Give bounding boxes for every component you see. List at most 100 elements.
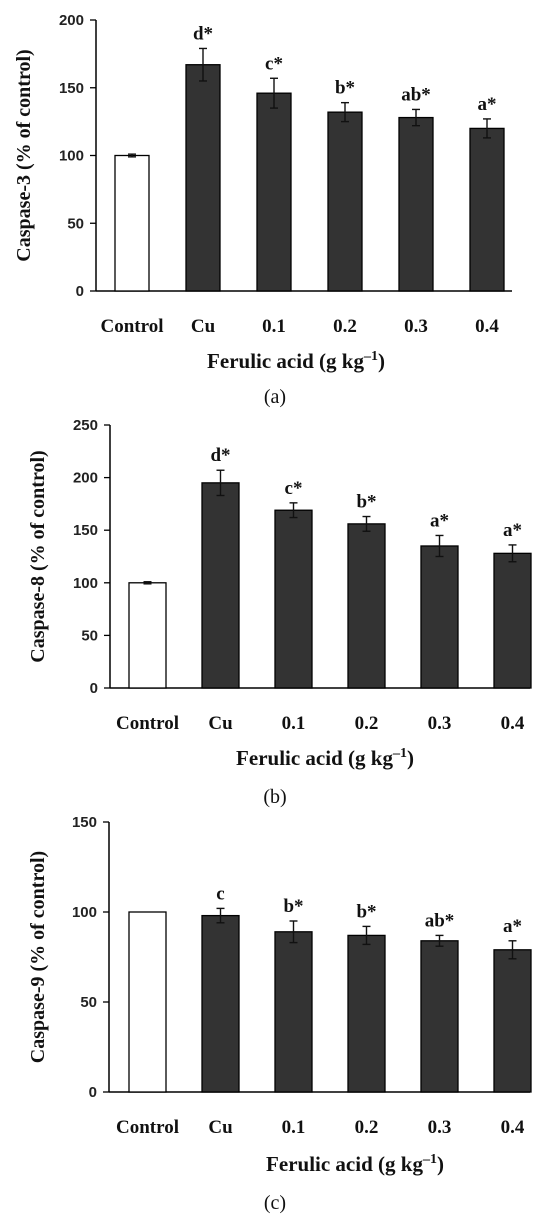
x-tick-label: Control: [116, 713, 179, 734]
significance-label: b*: [356, 901, 376, 922]
x-tick-label: 0.4: [475, 316, 499, 337]
bar-cu: [201, 482, 240, 689]
x-tick-label: 0.3: [404, 316, 428, 337]
x-tick-label: 0.1: [262, 316, 286, 337]
significance-label: a*: [478, 94, 497, 115]
error-bar: [216, 469, 225, 497]
x-axis-title-main: Ferulic acid (g kg: [266, 1152, 423, 1176]
x-tick-label: 0.1: [282, 713, 306, 734]
y-tick-label: 0: [90, 680, 98, 697]
x-axis-title-main: Ferulic acid (g kg: [207, 349, 364, 373]
error-bar: [362, 925, 371, 946]
bar-cu: [201, 914, 240, 1093]
x-axis-title-end: ): [437, 1152, 444, 1176]
significance-label: a*: [503, 520, 522, 541]
y-tick-label: 50: [80, 994, 97, 1011]
panel-label: (b): [263, 786, 286, 808]
panel-label: (a): [264, 386, 286, 408]
bar-cu: [185, 64, 221, 292]
significance-label: ab*: [425, 910, 455, 931]
y-tick-label: 100: [73, 575, 98, 592]
chart-panel-1: 0 50 100 150 200 Control d* Cu c* 0.1 b* 0.2 ab* 0.3 a…: [13, 12, 512, 408]
bar-control: [128, 911, 167, 1093]
y-tick-label: 100: [72, 904, 97, 921]
x-tick-label: 0.3: [428, 713, 452, 734]
bar-control: [128, 582, 167, 689]
bar-0-3: [398, 116, 434, 292]
error-bar: [289, 920, 298, 944]
significance-label: d*: [193, 23, 213, 44]
bar-0-2: [347, 523, 386, 689]
x-axis-title-superscript: –1: [422, 1152, 437, 1167]
y-axis-title: Caspase-3 (% of control): [13, 49, 35, 261]
x-tick-label: 0.2: [355, 1117, 379, 1138]
y-tick-label: 150: [72, 814, 97, 831]
x-axis-title-main: Ferulic acid (g kg: [236, 746, 393, 770]
error-bar: [435, 934, 444, 947]
error-bar: [143, 581, 152, 585]
bar-0-1: [256, 92, 292, 292]
bar-0-3: [420, 545, 459, 689]
error-bar: [508, 544, 517, 563]
chart-panel-3: 0 50 100 150 Control c Cu b* 0.1 b* 0.2 ab* 0.3 a* 0.4…: [27, 814, 532, 1214]
error-bar: [341, 101, 349, 123]
x-axis-title: Ferulic acid (g kg–1): [266, 1152, 444, 1176]
y-axis-title: Caspase-9 (% of control): [27, 851, 49, 1063]
y-tick-label: 50: [81, 627, 98, 644]
error-bar: [508, 940, 517, 960]
bar-0-1: [274, 509, 313, 689]
y-tick-label: 50: [67, 215, 84, 232]
x-tick-label: 0.2: [333, 316, 357, 337]
bar-0-1: [274, 931, 313, 1093]
y-tick-label: 150: [59, 80, 84, 97]
x-axis-title-superscript: –1: [392, 746, 407, 761]
significance-label: a*: [430, 510, 449, 531]
x-tick-label: Control: [116, 1117, 179, 1138]
error-bar: [199, 47, 207, 82]
x-axis-title: Ferulic acid (g kg–1): [207, 349, 385, 373]
x-axis-title-superscript: –1: [363, 349, 378, 364]
significance-label: b*: [283, 896, 303, 917]
significance-label: c*: [265, 53, 283, 74]
x-axis-title-end: ): [407, 746, 414, 770]
x-axis-title-end: ): [378, 349, 385, 373]
y-tick-label: 150: [73, 522, 98, 539]
error-bar: [483, 118, 491, 139]
chart-panel-2: 0 50 100 150 200 250 Control d* Cu c* 0.1 b* 0.2 a* 0.…: [27, 417, 532, 808]
x-tick-label: Cu: [208, 1117, 233, 1138]
y-tick-label: 200: [59, 12, 84, 29]
x-tick-label: 0.4: [501, 713, 525, 734]
error-bar: [435, 534, 444, 558]
bar-0-4: [493, 552, 532, 689]
significance-label: d*: [210, 445, 230, 466]
bar-0-3: [420, 940, 459, 1093]
y-tick-label: 0: [76, 283, 84, 300]
x-tick-label: Cu: [208, 713, 233, 734]
x-tick-label: 0.1: [282, 1117, 306, 1138]
y-tick-label: 100: [59, 148, 84, 165]
bar-control: [114, 154, 150, 292]
x-tick-label: Control: [101, 316, 164, 337]
bar-0-4: [493, 949, 532, 1093]
x-tick-label: 0.3: [428, 1117, 452, 1138]
y-tick-label: 0: [89, 1084, 97, 1101]
significance-label: ab*: [401, 84, 431, 105]
bar-0-4: [469, 127, 505, 292]
bar-0-2: [327, 111, 363, 292]
error-bar: [216, 907, 225, 924]
x-tick-label: 0.2: [355, 713, 379, 734]
error-bar: [362, 515, 371, 532]
bar-0-2: [347, 934, 386, 1093]
significance-label: b*: [356, 492, 376, 513]
significance-label: c*: [285, 478, 303, 499]
x-tick-label: Cu: [191, 316, 216, 337]
significance-label: a*: [503, 916, 522, 937]
error-bar: [128, 153, 136, 158]
panel-label: (c): [264, 1192, 286, 1214]
error-bar: [289, 502, 298, 519]
significance-label: c: [216, 883, 224, 904]
error-bar: [412, 108, 420, 127]
significance-label: b*: [335, 78, 355, 99]
